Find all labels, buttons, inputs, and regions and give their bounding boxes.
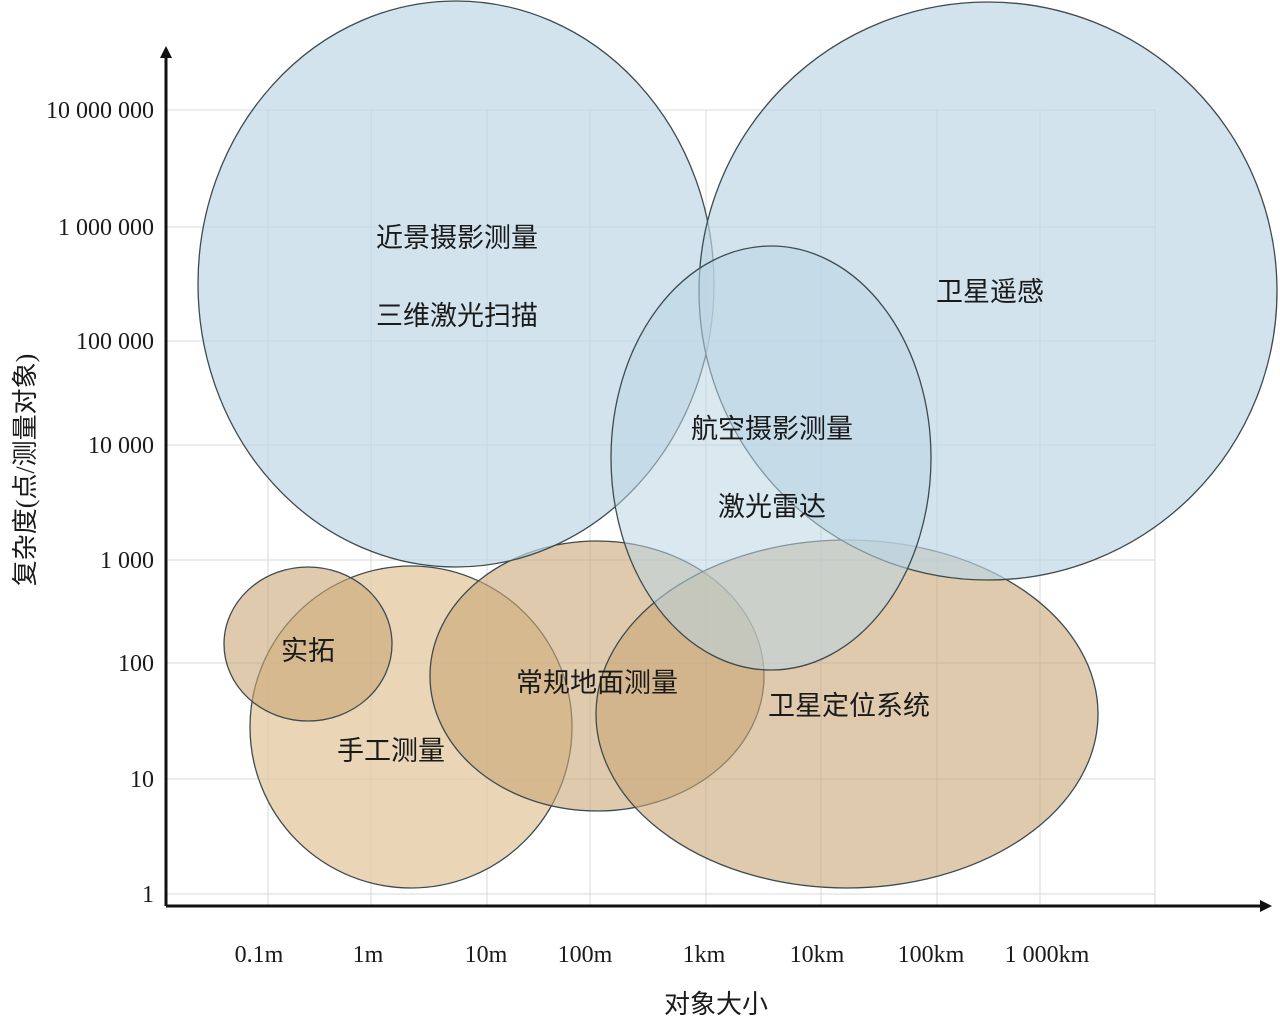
region-conventional-label: 常规地面测量 (516, 668, 678, 699)
region-manual-label: 手工测量 (337, 736, 445, 767)
x-tick-label: 10m (465, 942, 508, 968)
y-tick-label: 1 000 (100, 548, 154, 574)
y-tick-labels: 1 10 100 1 000 10 000 100 000 1 000 000 … (46, 98, 154, 908)
y-tick-label: 10 (130, 767, 154, 793)
y-tick-label: 1 (142, 882, 154, 908)
region-aerial-shape (610, 245, 932, 671)
x-tick-label: 100m (558, 942, 613, 968)
y-tick-label: 1 000 000 (58, 215, 154, 241)
x-tick-label: 100km (898, 942, 965, 968)
x-tick-labels: 0.1m 1m 10m 100m 1km 10km 100km 1 000km (235, 942, 1090, 968)
y-tick-label: 100 000 (76, 329, 154, 355)
x-axis-title: 对象大小 (664, 990, 768, 1019)
region-shapes (197, 0, 1278, 889)
y-tick-label: 10 000 (88, 433, 154, 459)
y-tick-label: 100 (118, 651, 154, 677)
region-close-range-label-1: 近景摄影测量 (376, 223, 538, 254)
region-labels: 近景摄影测量 三维激光扫描 卫星遥感 航空摄影测量 激光雷达 实拓 手工测量 常… (281, 223, 1044, 767)
x-tick-label: 1 000km (1005, 942, 1090, 968)
region-rubbing-shape (223, 566, 393, 722)
region-aerial-label-2: 激光雷达 (718, 492, 826, 523)
axes (160, 46, 1272, 912)
y-tick-label: 10 000 000 (46, 98, 154, 124)
region-gnss-label: 卫星定位系统 (768, 691, 930, 722)
x-tick-label: 1m (353, 942, 384, 968)
region-rubbing-label: 实拓 (281, 636, 335, 667)
x-tick-label: 1km (683, 942, 726, 968)
region-close-range-label-2: 三维激光扫描 (376, 301, 538, 332)
y-axis-title: 复杂度(点/测量对象) (11, 354, 40, 587)
x-tick-label: 0.1m (235, 942, 284, 968)
region-aerial-label-1: 航空摄影测量 (691, 414, 853, 445)
region-satellite-rs-label: 卫星遥感 (936, 277, 1044, 308)
x-tick-label: 10km (790, 942, 845, 968)
